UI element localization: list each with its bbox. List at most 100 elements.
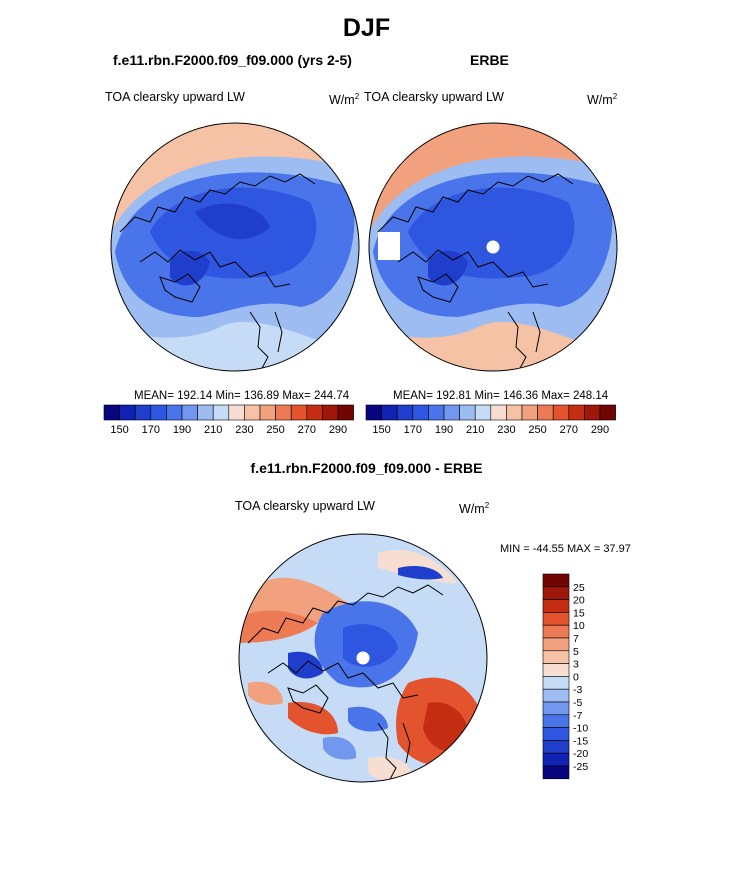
colorbar-tick-label: 10 [573, 620, 585, 632]
polar-map-erbe [368, 122, 618, 372]
stats-model: MEAN= 192.14 Min= 136.89 Max= 244.74 [134, 390, 350, 402]
colorbar-box [381, 404, 398, 421]
colorbar-box [103, 404, 120, 421]
colorbar-tick-label: 15 [573, 607, 585, 619]
colorbar-box [396, 404, 414, 421]
colorbar-box [150, 404, 167, 421]
coastline [247, 584, 444, 782]
colorbar-box [337, 404, 354, 421]
colorbar-tick-label: -7 [573, 710, 582, 722]
colorbar-tick-label: 0 [573, 671, 579, 683]
colorbar-box [521, 404, 538, 421]
colorbar-tick-label: 150 [372, 424, 390, 436]
colorbar-tick-label: 170 [142, 424, 160, 436]
colorbar-box [542, 624, 570, 639]
units-label-model: W/m2 [329, 92, 360, 108]
colorbar-box [275, 404, 292, 421]
colorbar-box [474, 404, 492, 421]
colorbar-box [134, 404, 152, 421]
colorbar-tick-label: 270 [298, 424, 316, 436]
colorbar-box [542, 688, 570, 703]
colorbar-box [290, 404, 308, 421]
colorbar-box [459, 404, 476, 421]
colorbar-tick-label: -3 [573, 684, 582, 696]
colorbar-tick-label: -25 [573, 761, 588, 773]
colorbar-model: 150 170 190 210 230 250 270 290 [103, 404, 354, 436]
variable-label-erbe: TOA clearsky upward LW [364, 90, 504, 104]
colorbar-box [197, 404, 214, 421]
colorbar-box [584, 404, 601, 421]
pole-marker [356, 651, 370, 665]
colorbar-box [306, 404, 323, 421]
colorbar-tick-label: 230 [235, 424, 253, 436]
colorbar-box [443, 404, 460, 421]
colorbar-box [228, 404, 245, 421]
panel-title-model: f.e11.rbn.F2000.f09_f09.000 (yrs 2-5) [113, 52, 352, 68]
colorbar-box [542, 573, 570, 588]
colorbar-tick-label: -20 [573, 748, 588, 760]
colorbar-box [212, 404, 230, 421]
panel-title-diff: f.e11.rbn.F2000.f09_f09.000 - ERBE [250, 460, 483, 476]
colorbar-tick-label: 20 [573, 595, 585, 607]
colorbar-box [244, 404, 261, 421]
coastline [119, 173, 316, 371]
colorbar-tick-label: 210 [204, 424, 222, 436]
colorbar-box [599, 404, 616, 421]
colorbar-box [542, 637, 570, 652]
colorbar-box [259, 404, 276, 421]
colorbar-tick-label: -10 [573, 723, 588, 735]
units-label-erbe: W/m2 [587, 92, 618, 108]
coastline [377, 173, 574, 371]
colorbar-box [542, 586, 570, 600]
stats-diff: MIN = -44.55 MAX = 37.97 [500, 543, 631, 555]
colorbar-box [119, 404, 136, 421]
colorbar-tick-label: 25 [573, 582, 585, 594]
colorbar-tick-label: 270 [560, 424, 578, 436]
colorbar-tick-label: 210 [466, 424, 484, 436]
variable-label-model: TOA clearsky upward LW [105, 90, 245, 104]
field-fill [239, 534, 487, 782]
stats-erbe: MEAN= 192.81 Min= 146.36 Max= 248.14 [393, 390, 609, 402]
colorbar-tick-label: 7 [573, 633, 579, 645]
colorbar-box [542, 612, 570, 626]
colorbar-box [542, 752, 570, 767]
colorbar-tick-label: 170 [404, 424, 422, 436]
colorbar-box [412, 404, 429, 421]
colorbar-tick-label: -5 [573, 697, 582, 709]
colorbar-box [166, 404, 183, 421]
colorbar-box [490, 404, 507, 421]
colorbar-box [568, 404, 585, 421]
colorbar-box [542, 714, 570, 728]
colorbar-box [542, 663, 570, 677]
map-boundary [368, 122, 618, 372]
map-boundary [110, 122, 360, 372]
polar-map-model [110, 122, 360, 372]
colorbar-box [537, 404, 554, 421]
colorbar-tick-label: 250 [528, 424, 546, 436]
colorbar-box [542, 599, 570, 613]
colorbar-box [542, 650, 570, 664]
colorbar-box [542, 701, 570, 716]
field-fill [111, 123, 359, 371]
variable-label-diff: TOA clearsky upward LW [235, 499, 375, 513]
colorbar-tick-label: 290 [591, 424, 609, 436]
panel-title-erbe: ERBE [470, 52, 509, 68]
colorbar-tick-label: 190 [173, 424, 191, 436]
colorbar-box [428, 404, 445, 421]
colorbar-box [542, 727, 570, 741]
map-boundary [238, 533, 488, 783]
colorbar-box [322, 404, 339, 421]
colorbar-tick-label: 290 [329, 424, 347, 436]
polar-map-diff [238, 533, 488, 783]
colorbar-tick-label: 5 [573, 646, 579, 658]
page-title: DJF [342, 14, 391, 42]
pole-marker [486, 240, 500, 254]
colorbar-tick-label: 150 [110, 424, 128, 436]
colorbar-box [365, 404, 382, 421]
colorbar-box [552, 404, 570, 421]
colorbar-box [542, 765, 570, 780]
colorbar-erbe: 150 170 190 210 230 250 270 290 [365, 404, 616, 436]
units-label-diff: W/m2 [459, 501, 490, 517]
colorbar-box [181, 404, 198, 421]
